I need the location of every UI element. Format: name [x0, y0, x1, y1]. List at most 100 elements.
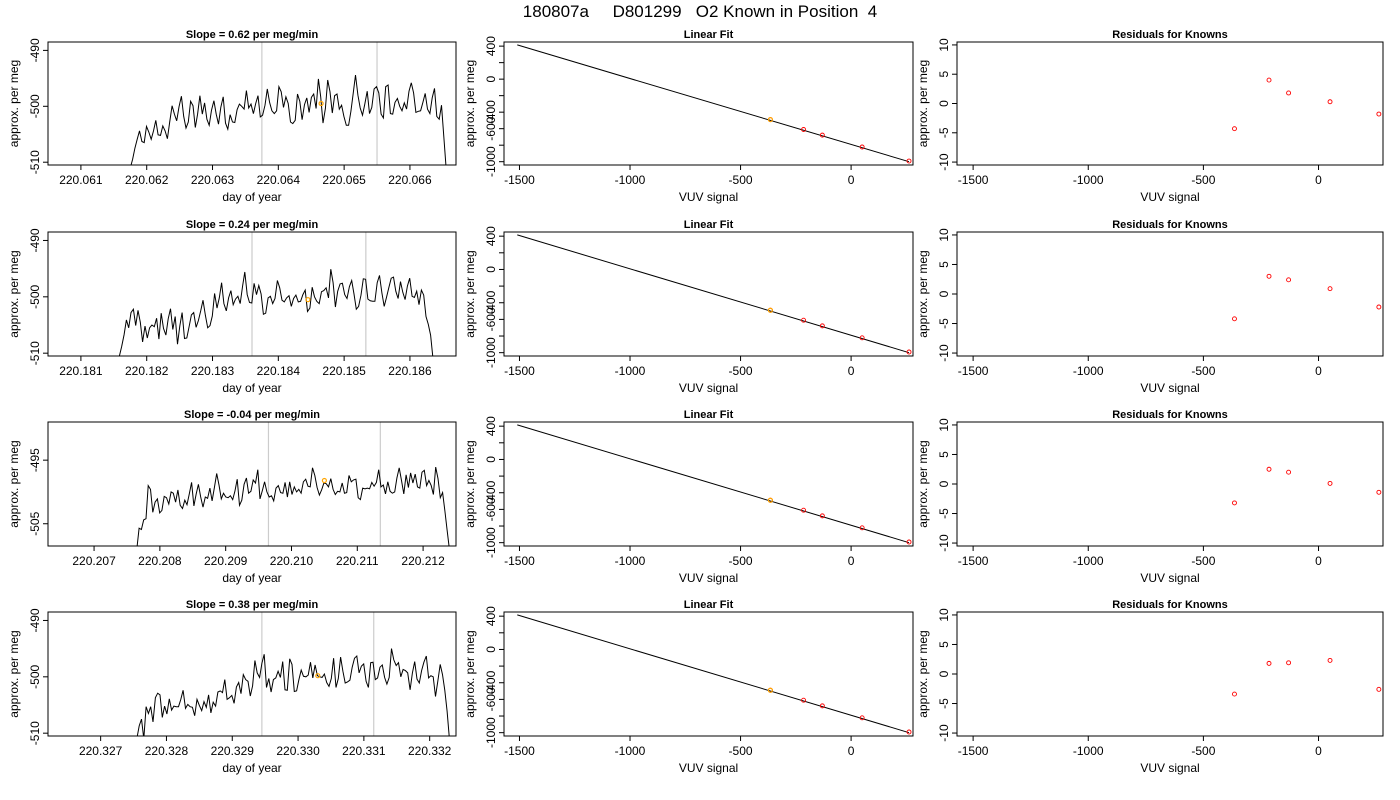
- fit-2-ytick-label-0: -1000: [484, 527, 498, 558]
- fit-0-ytick-label-0: -1000: [484, 146, 498, 177]
- figure-title: 180807a D801299 O2 Known in Position 4: [522, 2, 878, 21]
- fit-2-xtick-label-1: -1000: [615, 554, 646, 568]
- fit-0-point-2: [819, 132, 825, 138]
- timeseries-0-ytick-label-0: -510: [28, 150, 42, 174]
- fit-0-fit-line: [517, 44, 910, 163]
- residuals-1-point-4: [1376, 304, 1382, 310]
- timeseries-2-ytick-label-1: -495: [28, 448, 42, 472]
- timeseries-3-ylabel: approx. per meg: [7, 630, 21, 717]
- fit-1-ytick-label-5: 0: [484, 266, 498, 273]
- fit-1-title: Linear Fit: [684, 219, 734, 231]
- residuals-1-point-1: [1266, 273, 1272, 279]
- fit-0-point-1: [801, 127, 807, 132]
- fit-3-point-2: [819, 703, 825, 709]
- residuals-2-point-1: [1266, 466, 1272, 472]
- residuals-2-point-4: [1376, 489, 1382, 495]
- residuals-1-frame: [956, 231, 1384, 357]
- residuals-1-point-3: [1327, 286, 1333, 292]
- fit-2-fit-line: [517, 424, 910, 544]
- fit-3-frame: [503, 611, 914, 737]
- timeseries-1-xtick-label-2: 220.183: [191, 364, 235, 378]
- residuals-2-point-0: [1232, 500, 1237, 506]
- residuals-2-ytick-label-4: 10: [937, 418, 951, 432]
- timeseries-0-ytick-label-2: -490: [28, 38, 42, 62]
- fit-2-title: Linear Fit: [684, 409, 734, 421]
- timeseries-3-ytick-label-1: -500: [28, 664, 42, 688]
- residuals-2-xtick-label-1: -1000: [1073, 554, 1104, 568]
- timeseries-2-xtick-label-4: 220.211: [336, 554, 379, 568]
- fit-2-point-4: [906, 539, 912, 545]
- fit-1-xtick-label-1: -1000: [615, 364, 646, 378]
- residuals-2-ytick-label-0: -10: [937, 534, 951, 552]
- fit-1-frame: [503, 231, 914, 357]
- residuals-3-point-0: [1232, 691, 1237, 697]
- timeseries-2-xtick-label-0: 220.207: [72, 554, 116, 568]
- fit-3-xtick-label-2: -500: [729, 744, 753, 758]
- fit-3-xtick-label-1: -1000: [615, 744, 646, 758]
- fit-1-ytick-label-2: -600: [484, 307, 498, 331]
- fit-3-ytick-label-7: 400: [484, 606, 498, 626]
- timeseries-0-xtick-label-1: 220.062: [125, 173, 169, 187]
- fit-2-frame: [503, 421, 914, 547]
- fit-2-highlight-point: [767, 497, 774, 503]
- timeseries-1-ytick-label-0: -510: [28, 341, 42, 365]
- residuals-2-ytick-label-2: 0: [937, 480, 951, 487]
- timeseries-1-xlabel: day of year: [222, 381, 281, 395]
- timeseries-0-xtick-label-3: 220.064: [257, 173, 301, 187]
- timeseries-3-xtick-label-5: 220.332: [408, 744, 452, 758]
- residuals-2-xtick-label-2: -500: [1191, 554, 1215, 568]
- residuals-3-xtick-label-0: -1500: [958, 744, 989, 758]
- fit-1-fit-line: [517, 234, 910, 354]
- fit-3-fit-line: [517, 614, 910, 734]
- residuals-0-xlabel: VUV signal: [1140, 190, 1199, 204]
- timeseries-3-xtick-label-0: 220.327: [79, 744, 123, 758]
- timeseries-3-frame: [47, 611, 457, 737]
- timeseries-1-frame: [47, 231, 457, 357]
- timeseries-2-ylabel: approx. per meg: [7, 440, 21, 527]
- residuals-0-ylabel: approx. per meg: [916, 60, 930, 147]
- fit-1-point-1: [801, 317, 807, 323]
- fit-2-xtick-label-3: 0: [848, 554, 855, 568]
- fit-2-point-1: [801, 507, 807, 513]
- residuals-3-point-1: [1266, 660, 1272, 666]
- fit-3-ytick-label-2: -600: [484, 687, 498, 711]
- residuals-2-frame: [956, 421, 1384, 547]
- residuals-3-point-2: [1286, 660, 1292, 666]
- residuals-1-ytick-label-1: -5: [937, 318, 951, 329]
- fit-1-ylabel: approx. per meg: [463, 250, 477, 337]
- timeseries-1-highlight-point: [305, 297, 311, 303]
- residuals-3-ylabel: approx. per meg: [916, 630, 930, 717]
- timeseries-2-ytick-label-0: -505: [28, 511, 42, 535]
- residuals-1-ylabel: approx. per meg: [916, 250, 930, 337]
- residuals-1-ytick-label-4: 10: [937, 228, 951, 242]
- fit-0-title: Linear Fit: [684, 29, 734, 41]
- timeseries-2-trace-line: [136, 467, 450, 546]
- fit-1-point-2: [819, 323, 825, 329]
- fit-1-xtick-label-2: -500: [729, 364, 753, 378]
- timeseries-1-xtick-label-3: 220.184: [257, 364, 301, 378]
- residuals-0-ytick-label-4: 10: [937, 38, 951, 52]
- timeseries-1-xtick-label-4: 220.185: [322, 364, 366, 378]
- residuals-3-title: Residuals for Knowns: [1112, 599, 1228, 611]
- residuals-3-xlabel: VUV signal: [1140, 761, 1199, 775]
- fit-1-xtick-label-0: -1500: [504, 364, 535, 378]
- timeseries-1-ylabel: approx. per meg: [7, 250, 21, 337]
- fit-3-ytick-label-0: -1000: [484, 717, 498, 748]
- residuals-0-ytick-label-2: 0: [937, 100, 951, 107]
- timeseries-2-xtick-label-3: 220.210: [270, 554, 314, 568]
- residuals-1-title: Residuals for Knowns: [1112, 219, 1228, 231]
- residuals-0-ytick-label-1: -5: [937, 127, 951, 138]
- timeseries-2-xlabel: day of year: [222, 571, 281, 585]
- fit-0-point-3: [859, 144, 865, 150]
- residuals-2-ytick-label-1: -5: [937, 508, 951, 519]
- fit-2-ytick-label-5: 0: [484, 456, 498, 463]
- fit-2-xtick-label-2: -500: [729, 554, 753, 568]
- timeseries-3-xtick-label-4: 220.331: [342, 744, 386, 758]
- fit-3-point-1: [801, 697, 807, 703]
- fit-3-ytick-label-3: -400: [484, 670, 498, 694]
- timeseries-0-xlabel: day of year: [222, 190, 281, 204]
- fit-1-point-4: [906, 349, 912, 355]
- residuals-1-ytick-label-3: 5: [937, 261, 951, 268]
